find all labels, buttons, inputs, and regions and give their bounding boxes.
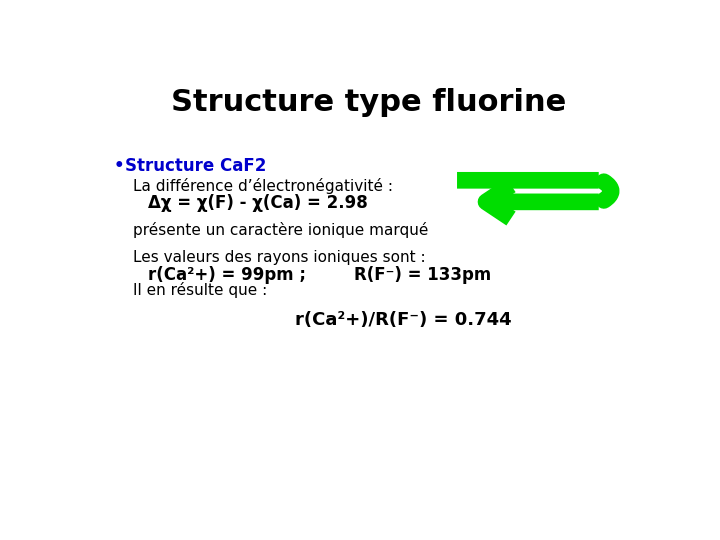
Text: Les valeurs des rayons ioniques sont :: Les valeurs des rayons ioniques sont : — [132, 249, 426, 265]
Text: r(Ca²+)/R(F⁻) = 0.744: r(Ca²+)/R(F⁻) = 0.744 — [295, 311, 512, 329]
Text: La différence d’électronégativité :: La différence d’électronégativité : — [132, 178, 392, 194]
Text: R(F⁻) = 133pm: R(F⁻) = 133pm — [354, 266, 491, 284]
Text: Il en résulte que :: Il en résulte que : — [132, 282, 267, 298]
Text: Structure type fluorine: Structure type fluorine — [171, 88, 567, 117]
Text: •: • — [113, 157, 124, 175]
Text: r(Ca²+) = 99pm ;: r(Ca²+) = 99pm ; — [148, 266, 306, 284]
Text: présente un caractère ionique marqué: présente un caractère ionique marqué — [132, 222, 428, 238]
Text: Δχ = χ(F) - χ(Ca) = 2.98: Δχ = χ(F) - χ(Ca) = 2.98 — [148, 194, 368, 212]
FancyArrowPatch shape — [486, 185, 599, 219]
FancyArrowPatch shape — [604, 182, 611, 200]
Text: Structure CaF2: Structure CaF2 — [125, 157, 266, 175]
